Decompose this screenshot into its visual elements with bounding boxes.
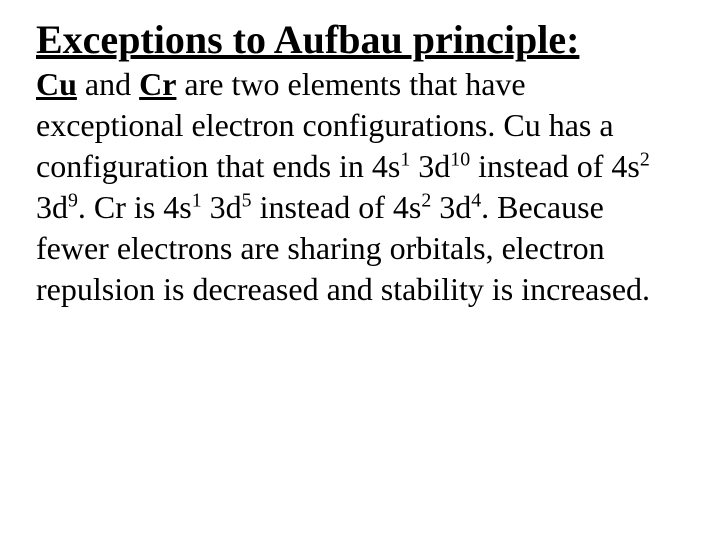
superscript-4: 9 (68, 189, 78, 211)
superscript-5: 1 (192, 189, 202, 211)
element-cr: Cr (139, 66, 176, 102)
text-run-7: instead of 4s (252, 189, 422, 225)
text-run-8: 3d (431, 189, 471, 225)
superscript-6: 5 (242, 189, 252, 211)
text-and: and (77, 66, 139, 102)
text-run-5: . Cr is 4s (78, 189, 192, 225)
superscript-1: 1 (400, 148, 410, 170)
text-run-6: 3d (202, 189, 242, 225)
superscript-7: 2 (421, 189, 431, 211)
slide-title: Exceptions to Aufbau principle: (36, 18, 684, 62)
slide: Exceptions to Aufbau principle: Cu and C… (0, 0, 720, 330)
text-run-4: 3d (36, 189, 68, 225)
slide-body: Cu and Cr are two elements that have exc… (36, 64, 676, 310)
superscript-3: 2 (640, 148, 650, 170)
text-run-3: instead of 4s (470, 148, 640, 184)
text-run-2: 3d (410, 148, 450, 184)
superscript-8: 4 (471, 189, 481, 211)
element-cu: Cu (36, 66, 77, 102)
superscript-2: 10 (450, 148, 470, 170)
